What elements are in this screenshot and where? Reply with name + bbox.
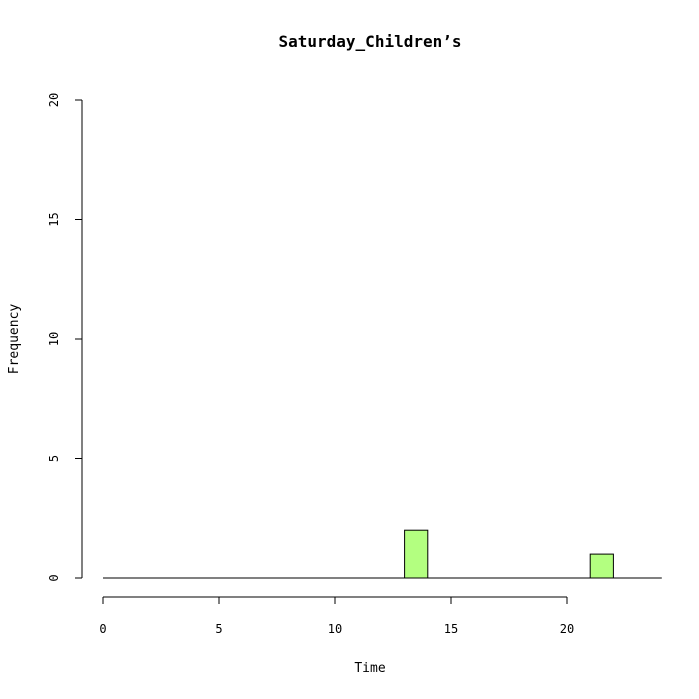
y-tick-label-10: 10 <box>47 332 61 346</box>
y-tick-label-20: 20 <box>47 93 61 107</box>
histogram-bars <box>404 529 614 579</box>
x-axis-label: Time <box>354 661 385 676</box>
x-tick-label-0: 0 <box>99 622 106 636</box>
chart-title: Saturday_Children’s <box>278 32 461 51</box>
x-tick-label-5: 5 <box>215 622 222 636</box>
x-axis: 0 5 10 15 20 <box>99 596 574 636</box>
histogram-bar-1 <box>589 553 614 579</box>
histogram-bar-0 <box>404 529 429 579</box>
x-tick-label-20: 20 <box>560 622 574 636</box>
y-axis: 0 5 10 15 20 <box>47 93 83 582</box>
y-tick-label-5: 5 <box>47 455 61 462</box>
y-axis-label: Frequency <box>7 304 22 375</box>
x-tick-label-15: 15 <box>444 622 458 636</box>
x-tick-label-10: 10 <box>328 622 342 636</box>
y-tick-label-15: 15 <box>47 212 61 226</box>
y-tick-label-0: 0 <box>47 574 61 581</box>
